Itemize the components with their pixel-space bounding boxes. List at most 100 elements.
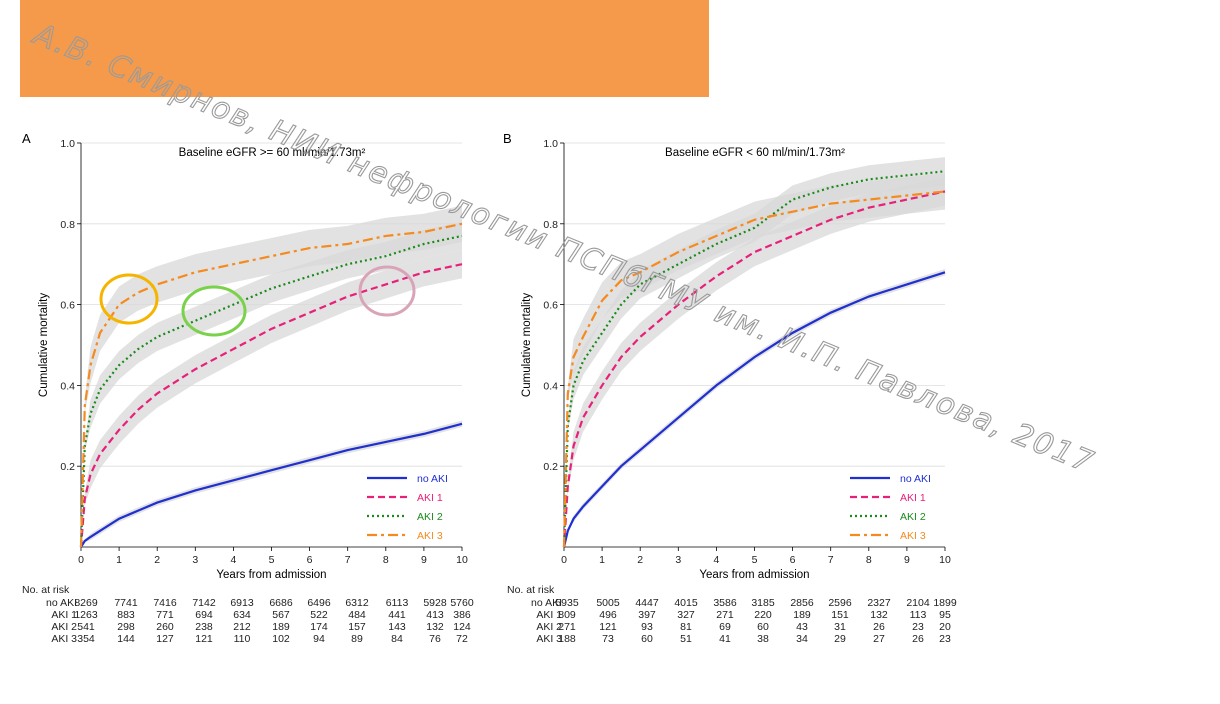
- x-tick-label: 0: [561, 554, 567, 566]
- x-tick-label: 7: [345, 554, 351, 566]
- risk-cell: 20: [939, 621, 951, 633]
- risk-cell: 3185: [751, 597, 775, 609]
- risk-cell: 51: [680, 633, 692, 645]
- risk-cell: 41: [719, 633, 731, 645]
- legend-label-aki1: AKI 1: [417, 492, 443, 504]
- risk-cell: 298: [117, 621, 135, 633]
- risk-cell: 23: [912, 621, 924, 633]
- y-axis-title: Cumulative mortality: [38, 293, 50, 397]
- risk-cell: 73: [602, 633, 614, 645]
- risk-cell: 8269: [74, 597, 98, 609]
- risk-cell: 102: [272, 633, 290, 645]
- risk-cell: 694: [195, 609, 213, 621]
- risk-cell: 883: [117, 609, 135, 621]
- y-tick-label: 0.4: [543, 380, 558, 392]
- x-tick-label: 2: [637, 554, 643, 566]
- risk-cell: 413: [426, 609, 444, 621]
- risk-cell: 6496: [307, 597, 331, 609]
- risk-cell: 6686: [269, 597, 293, 609]
- risk-cell: 2104: [906, 597, 930, 609]
- risk-cell: 6312: [345, 597, 369, 609]
- risk-cell: 26: [912, 633, 924, 645]
- risk-cell: 94: [313, 633, 325, 645]
- risk-cell: 212: [233, 621, 251, 633]
- risk-row-label: AKI 3: [536, 633, 562, 645]
- risk-cell: 157: [348, 621, 366, 633]
- risk-cell: 124: [453, 621, 471, 633]
- y-tick-label: 1.0: [543, 138, 558, 150]
- risk-cell: 809: [558, 609, 576, 621]
- series-line-aki1: [562, 190, 946, 548]
- x-tick-label: 10: [456, 554, 468, 566]
- risk-cell: 69: [719, 621, 731, 633]
- x-tick-label: 7: [828, 554, 834, 566]
- confidence-band: [564, 177, 945, 547]
- risk-row-label: AKI 3: [51, 633, 77, 645]
- risk-cell: 4447: [635, 597, 659, 609]
- risk-cell: 2856: [790, 597, 814, 609]
- risk-cell: 26: [873, 621, 885, 633]
- risk-cell: 95: [939, 609, 951, 621]
- y-tick-label: 0.8: [60, 219, 75, 231]
- x-tick-label: 3: [675, 554, 681, 566]
- x-tick-label: 5: [269, 554, 275, 566]
- risk-cell: 151: [831, 609, 849, 621]
- y-tick-label: 0.8: [543, 219, 558, 231]
- risk-cell: 93: [641, 621, 653, 633]
- series-line-no-aki: [80, 422, 463, 548]
- risk-cell: 327: [677, 609, 695, 621]
- risk-cell: 238: [195, 621, 213, 633]
- risk-cell: 271: [716, 609, 734, 621]
- risk-cell: 132: [870, 609, 888, 621]
- risk-cell: 188: [558, 633, 576, 645]
- risk-row-label: AKI 1: [536, 609, 562, 621]
- highlight-ellipse-green: [181, 285, 247, 337]
- risk-cell: 397: [638, 609, 656, 621]
- confidence-band: [81, 221, 462, 547]
- risk-cell: 38: [757, 633, 769, 645]
- risk-cell: 7142: [192, 597, 216, 609]
- risk-row-label: AKI 1: [51, 609, 77, 621]
- risk-cell: 634: [233, 609, 251, 621]
- legend-label-aki2: AKI 2: [900, 511, 926, 523]
- risk-cell: 89: [351, 633, 363, 645]
- risk-cell: 7741: [114, 597, 138, 609]
- risk-cell: 567: [272, 609, 290, 621]
- confidence-band: [564, 173, 945, 548]
- y-tick-label: 0.2: [543, 461, 558, 473]
- risk-cell: 2596: [828, 597, 852, 609]
- risk-cell: 496: [599, 609, 617, 621]
- legend-label-aki3: AKI 3: [417, 530, 443, 542]
- risk-cell: 132: [426, 621, 444, 633]
- risk-cell: 1263: [74, 609, 98, 621]
- legend-label-no-aki: no AKI: [417, 473, 448, 485]
- legend-label-aki3: AKI 3: [900, 530, 926, 542]
- risk-cell: 110: [234, 633, 251, 645]
- risk-cell: 541: [77, 621, 95, 633]
- risk-cell: 522: [310, 609, 328, 621]
- risk-cell: 189: [793, 609, 811, 621]
- risk-cell: 121: [599, 621, 617, 633]
- risk-cell: 4015: [674, 597, 698, 609]
- risk-cell: 1899: [933, 597, 957, 609]
- y-tick-label: 0.6: [543, 300, 558, 312]
- watermark-text: А.В. Смирнов, НИИ нефрологии ПСПбГМУ им.…: [27, 16, 1099, 481]
- risk-cell: 84: [391, 633, 403, 645]
- risk-cell: 354: [77, 633, 95, 645]
- x-tick-label: 0: [78, 554, 84, 566]
- risk-cell: 81: [680, 621, 692, 633]
- risk-cell: 484: [348, 609, 366, 621]
- series-line-no-aki: [562, 271, 946, 548]
- risk-cell: 34: [796, 633, 808, 645]
- risk-cell: 5760: [450, 597, 474, 609]
- risk-cell: 144: [117, 633, 135, 645]
- risk-row-label: AKI 2: [51, 621, 77, 633]
- risk-cell: 5928: [423, 597, 447, 609]
- risk-cell: 5005: [596, 597, 620, 609]
- x-tick-label: 8: [383, 554, 389, 566]
- risk-cell: 76: [429, 633, 441, 645]
- risk-cell: 7416: [153, 597, 177, 609]
- risk-row-label: AKI 2: [536, 621, 562, 633]
- risk-cell: 121: [195, 633, 213, 645]
